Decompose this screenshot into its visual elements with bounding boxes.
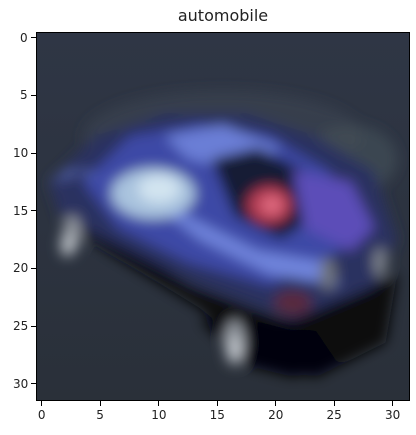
y-tick-mark xyxy=(31,152,36,154)
image-title: automobile xyxy=(177,6,269,25)
y-tick-mark xyxy=(31,383,36,385)
image-axes xyxy=(36,32,410,401)
y-tick-label: 15 xyxy=(13,203,29,218)
y-tick-label: 0 xyxy=(20,30,28,45)
y-tick-label: 20 xyxy=(13,261,29,276)
y-tick-mark xyxy=(31,94,36,96)
x-tick-mark xyxy=(158,401,160,406)
x-tick-mark xyxy=(216,401,218,406)
car-image xyxy=(37,33,409,400)
y-tick-mark xyxy=(31,267,36,269)
x-tick-label: 10 xyxy=(151,408,167,422)
y-tick-mark xyxy=(31,325,36,327)
y-tick-mark xyxy=(31,210,36,212)
y-tick-label: 25 xyxy=(13,319,29,334)
y-tick-label: 10 xyxy=(13,146,29,161)
x-tick-mark xyxy=(391,401,393,406)
x-tick-label: 20 xyxy=(268,408,284,422)
x-tick-label: 5 xyxy=(96,408,104,422)
x-tick-label: 0 xyxy=(37,408,46,422)
y-tick-label: 5 xyxy=(20,88,28,103)
x-tick-mark xyxy=(333,401,335,406)
x-tick-mark xyxy=(99,401,101,406)
y-tick-mark xyxy=(31,37,36,39)
x-tick-label: 25 xyxy=(326,408,342,422)
x-tick-label: 15 xyxy=(209,408,225,422)
y-tick-label: 30 xyxy=(13,376,29,391)
x-tick-label: 30 xyxy=(384,408,401,422)
x-tick-mark xyxy=(275,401,277,406)
x-tick-mark xyxy=(41,401,43,406)
